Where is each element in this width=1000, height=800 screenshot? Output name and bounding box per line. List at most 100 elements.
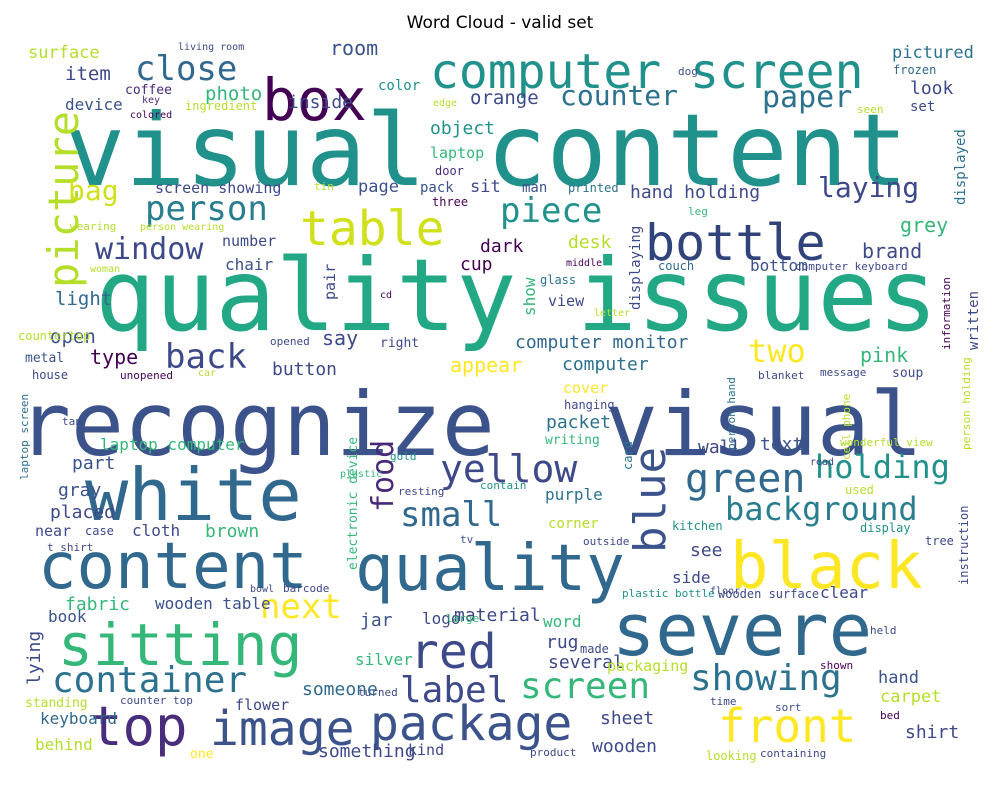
word-letter: letter <box>594 308 630 319</box>
word-gold: gold <box>390 450 417 463</box>
word-information: information <box>940 277 953 350</box>
word-orange: orange <box>470 87 539 109</box>
word-sort: sort <box>775 701 802 714</box>
word-metal: metal <box>25 351 64 366</box>
word-displayed: displayed <box>953 129 969 205</box>
word-type: type <box>90 345 138 369</box>
word-couch: couch <box>658 259 694 273</box>
word-visual: visual <box>605 373 923 476</box>
word-counter: counter <box>560 79 678 112</box>
word-light: light <box>55 288 112 310</box>
word-wooden-table: wooden table <box>155 594 271 613</box>
word-picture: picture <box>39 111 88 288</box>
word-flower: flower <box>235 696 289 714</box>
word-look: look <box>910 78 954 99</box>
word-page: page <box>358 177 399 197</box>
word-one: one <box>190 747 214 762</box>
word-set: set <box>910 99 935 115</box>
word-laptop: laptop <box>430 144 484 162</box>
word-shirt: shirt <box>905 722 959 743</box>
word-open: open <box>50 326 96 348</box>
word-lying: lying <box>24 631 45 685</box>
word-bed: bed <box>880 709 900 722</box>
word-woman: woman <box>90 264 120 275</box>
word-severe: severe <box>612 588 872 672</box>
word-color: color <box>378 78 420 94</box>
word-blanket: blanket <box>758 369 804 382</box>
word-tv: tv <box>460 533 474 546</box>
word-standing: standing <box>25 696 88 711</box>
word-silver: silver <box>355 650 413 669</box>
word-outside: outside <box>583 535 629 548</box>
word-dark: dark <box>480 236 524 257</box>
word-quality-issues: quality issues <box>95 237 938 354</box>
word-tan: tan <box>62 415 82 428</box>
word-case: case <box>85 524 114 538</box>
word-small: small <box>400 495 502 535</box>
word-printed: printed <box>568 181 619 195</box>
word-room: room <box>330 36 378 60</box>
word-ingredient: ingredient <box>185 99 257 113</box>
word-table: table <box>300 201 445 257</box>
word-kitchen: kitchen <box>672 519 723 533</box>
word-showing: showing <box>690 658 842 699</box>
word-behind: behind <box>35 735 93 754</box>
word-display: display <box>860 521 911 535</box>
word-photo: photo <box>205 83 262 105</box>
word-tin: tin <box>314 180 334 193</box>
word-front: front <box>718 699 856 753</box>
word-car: car <box>198 368 216 379</box>
word-containing: containing <box>760 747 826 760</box>
word-electronic-device: electronic device <box>346 437 361 570</box>
word-unopened: unopened <box>120 369 173 382</box>
word-food: food <box>366 440 401 512</box>
word-recognize: recognize <box>18 373 495 476</box>
word-jar: jar <box>360 610 393 631</box>
word-instruction: instruction <box>957 506 971 585</box>
word-view: view <box>548 292 585 310</box>
word-packet: packet <box>546 412 611 433</box>
word-plastic: plastic <box>340 469 382 480</box>
word-hand-holding: hand holding <box>630 182 760 203</box>
word-piece: piece <box>500 191 602 231</box>
word-sitting: sitting <box>58 611 302 679</box>
word-coffee: coffee <box>125 83 172 98</box>
word-bag: bag <box>68 174 119 207</box>
word-sit: sit <box>470 177 501 197</box>
word-pack: pack <box>420 180 454 196</box>
word-rug: rug <box>546 632 579 653</box>
word-desk: desk <box>568 232 612 253</box>
word-wooden-surface: wooden surface <box>718 587 819 601</box>
word-holding: holding <box>815 448 950 486</box>
word-window: window <box>95 232 204 267</box>
word-quality: quality <box>355 532 625 606</box>
word-yellow: yellow <box>440 447 577 491</box>
word-screen-showing: screen showing <box>155 179 281 197</box>
word-white: white <box>85 453 302 537</box>
word-placed: placed <box>50 502 115 523</box>
word-black: black <box>730 530 923 604</box>
word-opened: opened <box>270 335 310 348</box>
word-button: button <box>272 359 337 380</box>
word-device: device <box>65 95 123 114</box>
word-someone: someone <box>302 679 378 700</box>
word-glass: glass <box>540 273 576 287</box>
word-message: message <box>820 366 866 379</box>
word-person-wearing: person wearing <box>140 222 224 233</box>
word-frozen: frozen <box>893 63 936 77</box>
word-keyboard: keyboard <box>40 709 117 728</box>
word-used: used <box>845 483 874 497</box>
word-package: package <box>370 696 572 752</box>
word-held: held <box>870 624 897 637</box>
word-wall: wall <box>698 437 741 458</box>
word-red: red <box>410 624 497 680</box>
word-close: close <box>135 49 237 89</box>
word-house: house <box>32 368 68 382</box>
word-plastic-bottle: plastic bottle <box>622 587 715 600</box>
word-carpet: carpet <box>880 687 941 707</box>
word-countertop: countertop <box>18 329 90 343</box>
word-edge: edge <box>433 98 457 109</box>
word-colored: colored <box>130 110 172 121</box>
word-middle: middle <box>566 258 602 269</box>
word-looking: looking <box>706 749 757 763</box>
